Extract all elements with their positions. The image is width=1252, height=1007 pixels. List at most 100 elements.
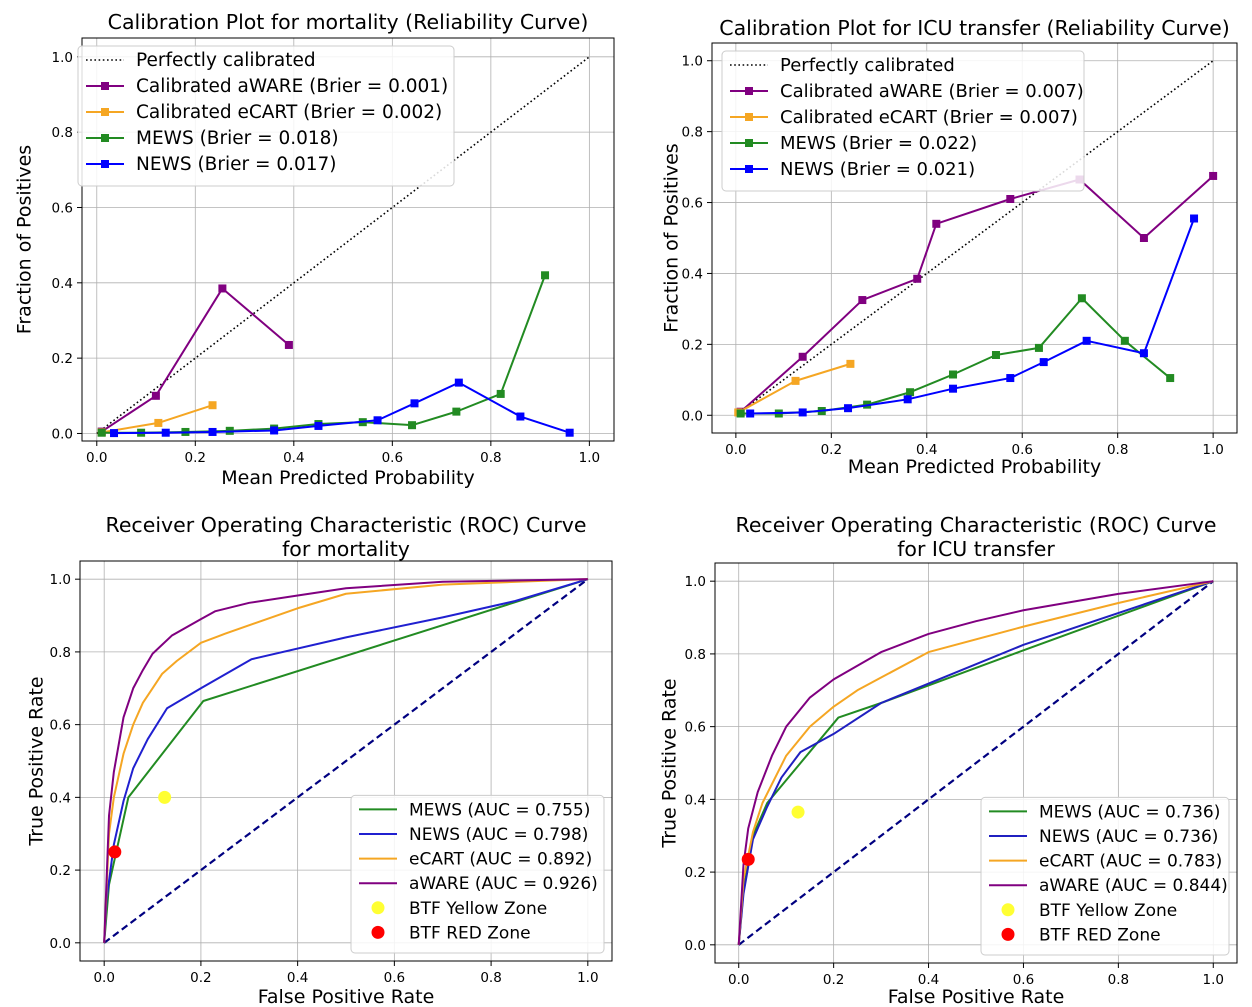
cal-mortality-point [154, 418, 163, 427]
roc-mortality-ytick-label: 0.2 [50, 863, 71, 879]
roc-mortality-legend-label: eCART (AUC = 0.892) [409, 850, 592, 870]
cal-icu-xtick-label: 1.0 [1202, 442, 1223, 458]
roc-mortality-chart: 0.0 0.2 0.4 0.6 0.8 1.0 0.0 0.2 0.4 0.6 0.8 1.0 Rece… [26, 513, 613, 1007]
cal-icu-point [1120, 336, 1129, 345]
roc-icu-legend-label: aWARE (AUC = 0.844) [1039, 876, 1228, 896]
cal-icu-ytick-label: 0.8 [682, 125, 703, 141]
roc-mortality-series-line-2 [103, 578, 589, 943]
roc-icu-point [791, 805, 805, 819]
roc-icu-series-0 [738, 580, 1214, 946]
cal-icu-legend-label: NEWS (Brier = 0.021) [780, 159, 975, 180]
cal-icu-point [1166, 374, 1175, 383]
cal-icu-legend: Perfectly calibrated Calibrated aWARE (Br… [721, 50, 1085, 192]
roc-mortality-ylabel: True Positive Rate [26, 676, 48, 846]
roc-icu-ytick-label: 0.6 [685, 720, 706, 736]
roc-icu-ylabel: True Positive Rate [659, 678, 681, 848]
roc-mortality-series-line-0 [103, 578, 589, 944]
cal-icu-ytick-label: 0.0 [682, 408, 703, 424]
cal-mortality-xtick-label: 0.8 [480, 450, 501, 466]
cal-mortality-point [97, 428, 106, 437]
cal-icu-point [1006, 195, 1015, 203]
cal-icu-point [913, 274, 922, 283]
cal-icu-legend-label: Perfectly calibrated [780, 55, 955, 76]
cal-mortality-ytick-label: 0.8 [52, 125, 73, 141]
roc-mortality-xtick-label: 1.0 [577, 970, 598, 986]
cal-icu-ytick-label: 0.2 [682, 337, 703, 353]
roc-icu-legend-label: BTF Yellow Zone [1039, 901, 1177, 921]
cal-mortality-point [270, 426, 279, 435]
roc-icu-series-line-3 [737, 580, 1214, 945]
cal-icu-ylabel: Fraction of Positives [661, 143, 683, 332]
cal-icu-series-line-2 [737, 362, 851, 414]
roc-mortality-ytick-label: 0.0 [50, 936, 71, 952]
cal-mortality-point [410, 399, 419, 408]
cal-mortality-point [208, 401, 217, 410]
roc-icu-point [741, 852, 755, 866]
roc-mortality-ytick-label: 1.0 [50, 572, 71, 588]
cal-icu-point [1139, 349, 1148, 358]
roc-mortality-xlabel: False Positive Rate [258, 986, 435, 1007]
roc-icu-xtick-label: 0.2 [823, 972, 844, 988]
cal-mortality-series-line-1 [101, 287, 290, 433]
cal-mortality-point [110, 429, 119, 438]
cal-icu-legend-label: Calibrated aWARE (Brier = 0.007) [780, 81, 1084, 102]
roc-mortality-series-line-3 [103, 578, 588, 943]
cal-mortality-legend-label: NEWS (Brier = 0.017) [136, 154, 337, 175]
roc-mortality-legend-label: MEWS (AUC = 0.755) [409, 800, 590, 820]
roc-mortality-ytick-label: 0.8 [50, 645, 71, 661]
cal-icu-point [932, 219, 941, 228]
cal-mortality-series-0 [96, 56, 590, 435]
roc-icu-xtick-label: 0.0 [728, 972, 749, 988]
cal-icu-point [798, 352, 807, 361]
roc-icu-xtick-label: 0.8 [1108, 972, 1129, 988]
roc-mortality-series-3 [103, 578, 588, 943]
roc-icu-xtick-label: 0.6 [1013, 972, 1034, 988]
roc-icu-ytick-label: 1.0 [685, 574, 706, 590]
cal-mortality-point [208, 427, 217, 436]
cal-mortality-xtick-label: 1.0 [579, 450, 600, 466]
roc-mortality-xtick-label: 0.0 [93, 970, 114, 986]
cal-mortality-point [284, 340, 293, 349]
cal-icu-point [746, 409, 755, 418]
roc-icu-series-3 [737, 580, 1214, 945]
cal-mortality-point [373, 416, 382, 425]
cal-icu-ytick-label: 1.0 [682, 54, 703, 70]
roc-icu-series-6 [741, 852, 755, 866]
cal-icu-point [1082, 336, 1091, 345]
roc-mortality-series-line-4 [103, 578, 588, 943]
cal-mortality-ytick-label: 0.2 [52, 351, 73, 367]
cal-icu-title: Calibration Plot for ICU transfer (Relia… [719, 16, 1229, 40]
cal-mortality-xlabel: Mean Predicted Probability [221, 467, 474, 489]
roc-mortality-series-0 [103, 578, 589, 944]
roc-mortality-series-4 [103, 578, 588, 943]
cal-mortality-xtick-label: 0.0 [86, 450, 107, 466]
cal-icu-point [949, 370, 958, 379]
roc-mortality-xtick-label: 0.8 [480, 970, 501, 986]
roc-mortality-ytick-label: 0.4 [50, 790, 71, 806]
cal-icu-point [846, 359, 855, 368]
cal-mortality-xtick-label: 0.6 [382, 450, 403, 466]
cal-icu-point [991, 351, 1000, 359]
cal-mortality-point [161, 428, 170, 437]
cal-mortality-point [516, 412, 525, 421]
cal-icu-series-4 [746, 214, 1199, 418]
cal-icu-point [949, 384, 958, 393]
cal-icu-point [858, 296, 867, 305]
roc-icu-legend-label: BTF RED Zone [1039, 925, 1161, 945]
roc-icu-series-4 [737, 580, 1214, 945]
roc-mortality-ytick-label: 0.6 [50, 718, 71, 734]
cal-icu-series-line-4 [750, 218, 1195, 415]
roc-icu-chart: 0.0 0.2 0.4 0.6 0.8 1.0 0.0 0.2 0.4 0.6 0.8 1.0 Rece… [659, 513, 1238, 1007]
cal-mortality-point [496, 389, 505, 398]
roc-mortality-legend-label: aWARE (AUC = 0.926) [409, 874, 598, 894]
roc-icu-series-2 [737, 580, 1214, 945]
roc-icu-legend-label: NEWS (AUC = 0.736) [1039, 827, 1218, 847]
cal-icu-xlabel: Mean Predicted Probability [848, 456, 1101, 478]
roc-mortality-series-6 [108, 845, 122, 859]
roc-mortality-series-2 [103, 578, 589, 943]
roc-icu-title: for ICU transfer [897, 537, 1055, 561]
cal-icu-chart: 0.0 0.2 0.4 0.6 0.8 1.0 0.0 0.2 0.4 0.6 0.8 1.0 Cali… [661, 16, 1238, 478]
cal-icu-xtick-label: 0.2 [821, 442, 842, 458]
cal-icu-point [903, 395, 912, 404]
